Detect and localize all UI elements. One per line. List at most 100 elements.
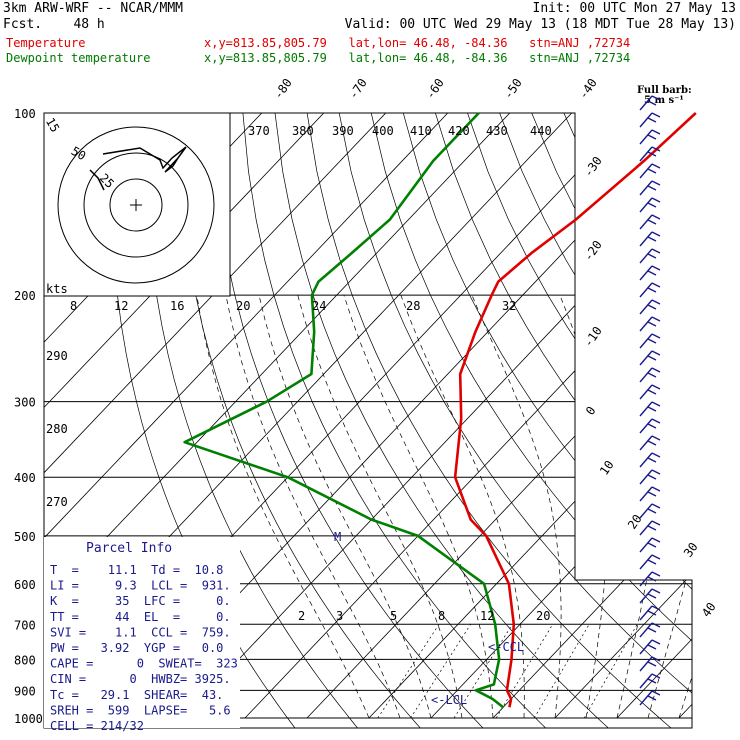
- theta-e-label: 290: [46, 349, 68, 363]
- wind-barb-staff: [639, 299, 653, 315]
- temperature-tick-label: -30: [581, 154, 605, 180]
- theta-label: 400: [372, 124, 394, 138]
- wind-barb: [639, 282, 661, 298]
- dry-adiabat: [595, 113, 692, 728]
- wind-barb-flag: [647, 610, 657, 616]
- dry-adiabat: [306, 113, 675, 728]
- hodograph-speed-tick: 32: [502, 299, 516, 313]
- hodograph-speed-tick: 20: [236, 299, 250, 313]
- wind-barb-flag: [651, 554, 661, 560]
- forecast-hour: Fcst. 48 h: [3, 17, 105, 32]
- wind-barb-staff: [639, 435, 653, 451]
- wind-barb-flag: [647, 542, 657, 548]
- temperature-tick-label: 30: [681, 540, 701, 560]
- wind-barb-flag: [651, 435, 661, 441]
- dewpoint-trace: [183, 112, 505, 709]
- theta-label: 440: [530, 124, 552, 138]
- dry-adiabat: [499, 113, 692, 728]
- mixing-ratio-line: [453, 624, 513, 719]
- wind-barb-staff: [639, 231, 653, 247]
- dry-adiabat: [370, 113, 692, 728]
- dry-adiabat: [210, 113, 486, 728]
- parcel-info-row: CAPE = 0 SWEAT= 323: [50, 657, 238, 671]
- theta-label: 420: [448, 124, 470, 138]
- hodograph-speed-unit: kts: [46, 282, 68, 296]
- wind-barb: [639, 469, 661, 485]
- wind-barb: [639, 401, 661, 417]
- wind-barb: [639, 452, 661, 468]
- wind-barb-flag: [651, 486, 661, 492]
- wind-barb-flag: [651, 656, 661, 662]
- wind-barb-staff: [639, 95, 653, 111]
- wind-barb-flag: [651, 452, 661, 458]
- hodograph-speed-tick: 8: [70, 299, 77, 313]
- parcel-info-row: Tc = 29.1 SHEAR= 43.: [50, 688, 223, 702]
- wind-barb-flag: [651, 265, 661, 271]
- moist-adiabat: [616, 295, 668, 719]
- parcel-info-row: LI = 9.3 LCL = 931.: [50, 579, 231, 593]
- moist-adiabat: [343, 294, 494, 719]
- mixing-ratio-label: 2: [298, 609, 305, 623]
- pressure-tick-label: 400: [14, 471, 36, 485]
- theta-label: 370: [248, 124, 270, 138]
- wind-barb-flag: [647, 372, 657, 378]
- wind-barb-flag: [651, 367, 661, 373]
- mixing-ratio-label: 5: [390, 609, 397, 623]
- barb-legend-title: Full barb:: [637, 85, 692, 96]
- dry-adiabat: [178, 113, 424, 728]
- dry-adiabat: [145, 113, 361, 728]
- isotherm-line: [492, 113, 692, 719]
- wind-barb: [639, 112, 661, 128]
- wind-barb-staff: [639, 656, 653, 672]
- wind-barb-flag: [647, 491, 657, 497]
- wind-barb-staff: [639, 112, 653, 128]
- wind-barb-staff: [639, 282, 653, 298]
- isotherm-line: [616, 113, 692, 719]
- mixing-ratio-label: 8: [438, 609, 445, 623]
- dry-adiabat: [435, 113, 692, 728]
- wind-barb: [639, 486, 661, 502]
- wind-barbs: [639, 95, 661, 706]
- wind-barb-flag: [647, 270, 657, 276]
- moist-adiabat: [647, 295, 692, 719]
- wind-barb-flag: [651, 333, 661, 339]
- wind-barb-flag: [647, 338, 657, 344]
- wind-barb-flag: [651, 605, 661, 611]
- wind-barb: [639, 435, 661, 451]
- theta-label: 380: [292, 124, 314, 138]
- mixing-ratio-line: [410, 624, 471, 719]
- wind-barb-staff: [639, 571, 653, 587]
- temperature-tick-label: -70: [346, 76, 370, 102]
- wind-barb: [639, 95, 661, 111]
- mixing-ratio-label: 20: [536, 609, 550, 623]
- wind-barb-flag: [647, 627, 657, 633]
- temperature-tick-label: -40: [576, 76, 600, 102]
- wind-barb-flag: [651, 95, 661, 101]
- wind-barb-flag: [651, 571, 661, 577]
- wind-barb: [639, 180, 661, 196]
- mixing-ratio-line: [583, 624, 638, 719]
- wind-barb-flag: [647, 593, 657, 599]
- isotherm-line: [430, 113, 692, 719]
- hodograph-speed-tick: 28: [406, 299, 420, 313]
- wind-barb-staff: [639, 163, 653, 179]
- temperature-tick-label: 10: [597, 458, 617, 478]
- hodograph-trace: [89, 146, 187, 191]
- wind-barb-flag: [651, 384, 661, 390]
- temperature-tick-label: -60: [423, 76, 447, 102]
- wind-barb: [639, 231, 661, 247]
- wind-barb-flag: [651, 146, 661, 152]
- dry-adiabat: [691, 113, 692, 728]
- wind-barb-flag: [647, 423, 657, 429]
- moist-adiabat: [559, 294, 608, 719]
- wind-barb: [639, 673, 661, 689]
- wind-barb-staff: [639, 486, 653, 502]
- isotherm-line: [44, 113, 449, 719]
- wind-barb-flag: [647, 508, 657, 514]
- parcel-info-row: PW = 3.92 YGP = 0.0: [50, 641, 223, 655]
- wind-barb-flag: [651, 248, 661, 254]
- pressure-tick-label: 1000: [14, 712, 43, 726]
- hodograph: 15 50 25 kts: [43, 112, 231, 297]
- dewpoint-legend-label: Dewpoint temperature: [6, 51, 151, 65]
- hodograph-speed-tick: 24: [312, 299, 326, 313]
